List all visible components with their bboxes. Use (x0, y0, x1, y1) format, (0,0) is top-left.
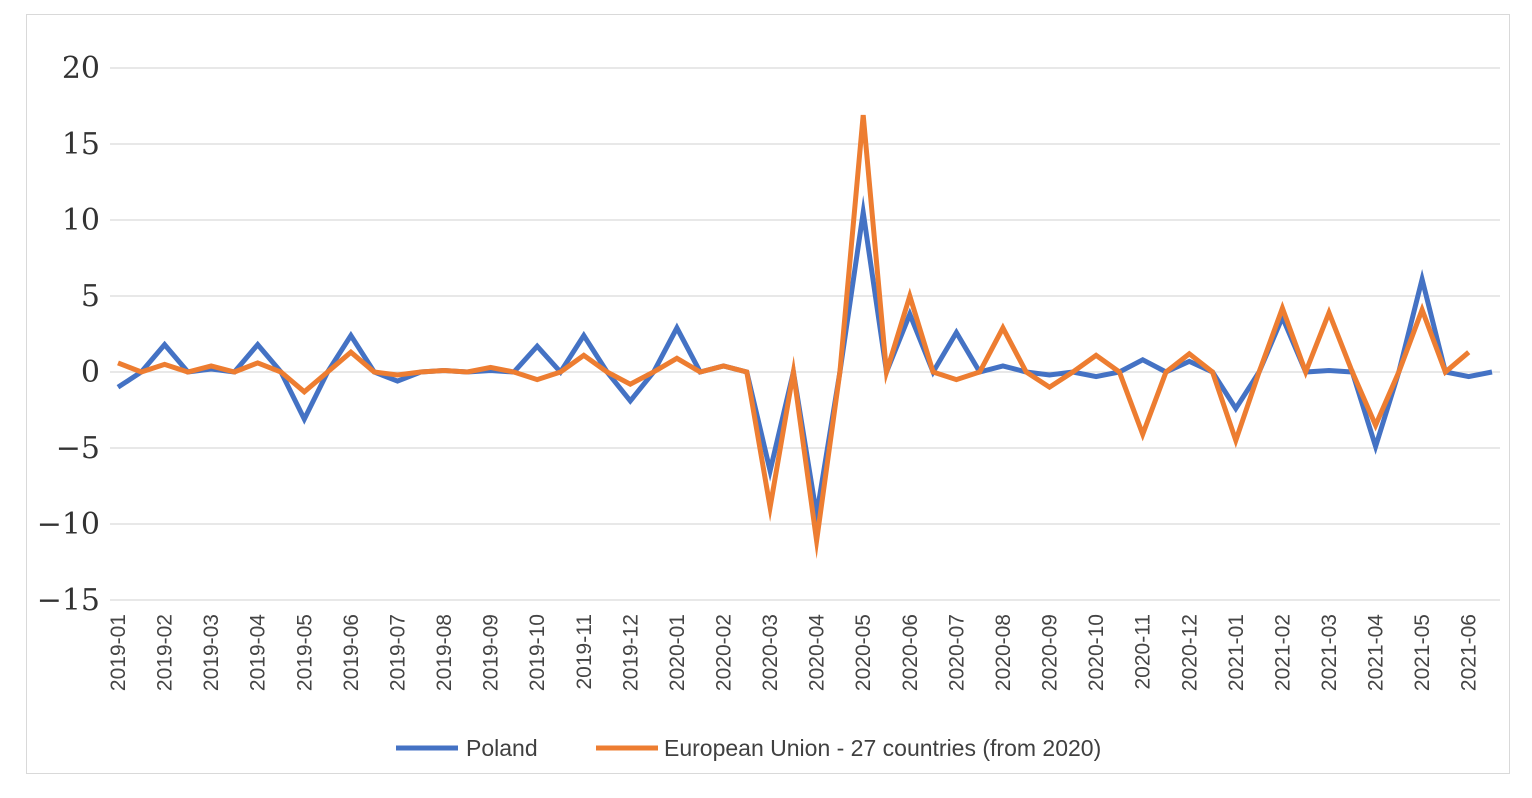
x-tick-label: 2020-12 (1178, 614, 1201, 691)
x-tick-label: 2020-08 (992, 614, 1015, 691)
x-tick-label: 2019-09 (480, 614, 503, 691)
y-tick-label: 20 (62, 51, 100, 86)
x-tick-label: 2019-07 (386, 614, 409, 691)
y-tick-label: 5 (81, 279, 100, 314)
y-tick-label: 15 (62, 127, 100, 162)
y-tick-label: −10 (37, 507, 100, 542)
x-tick-label: 2020-09 (1039, 614, 1062, 691)
x-tick-label: 2021-06 (1458, 614, 1481, 691)
x-tick-label: 2019-11 (573, 614, 596, 690)
x-tick-label: 2020-03 (759, 614, 782, 691)
chart-frame (26, 14, 1510, 774)
x-tick-label: 2019-01 (107, 614, 130, 691)
y-tick-label: −15 (37, 583, 100, 618)
legend-label: European Union - 27 countries (from 2020… (664, 735, 1101, 761)
x-tick-label: 2019-10 (526, 614, 549, 691)
x-tick-label: 2019-03 (200, 614, 223, 691)
x-tick-label: 2019-02 (154, 614, 177, 691)
x-tick-label: 2020-07 (945, 614, 968, 691)
x-tick-label: 2020-01 (666, 614, 689, 691)
x-tick-label: 2020-11 (1132, 614, 1155, 690)
y-tick-label: 10 (62, 203, 100, 238)
series-line-eu27 (117, 114, 1471, 560)
series-lines (116, 114, 1493, 560)
x-tick-label: 2019-06 (340, 614, 363, 691)
x-tick-label: 2020-10 (1085, 614, 1108, 691)
y-tick-label: 0 (81, 355, 100, 390)
x-tick-label: 2020-02 (712, 614, 735, 691)
x-tick-label: 2021-01 (1225, 614, 1248, 691)
x-tick-label: 2019-12 (619, 614, 642, 691)
x-tick-label: 2021-04 (1365, 614, 1388, 691)
legend-label: Poland (466, 735, 538, 761)
x-tick-label: 2019-04 (247, 614, 270, 691)
legend: Poland European Union - 27 countries (fro… (396, 735, 1101, 761)
x-tick-label: 2020-05 (852, 614, 875, 691)
x-axis: 2019-01 2019-02 2019-03 2019-04 2019-05 2019-… (107, 614, 1481, 691)
x-tick-label: 2021-05 (1411, 614, 1434, 691)
x-tick-label: 2021-02 (1271, 614, 1294, 691)
x-tick-label: 2021-03 (1318, 614, 1341, 691)
y-axis: 20 15 10 5 0 −5 −10 −15 (37, 51, 100, 618)
x-tick-label: 2019-08 (433, 614, 456, 691)
y-tick-label: −5 (56, 431, 100, 466)
x-tick-label: 2020-06 (899, 614, 922, 691)
x-tick-label: 2020-04 (806, 614, 829, 691)
x-tick-label: 2019-05 (293, 614, 316, 691)
